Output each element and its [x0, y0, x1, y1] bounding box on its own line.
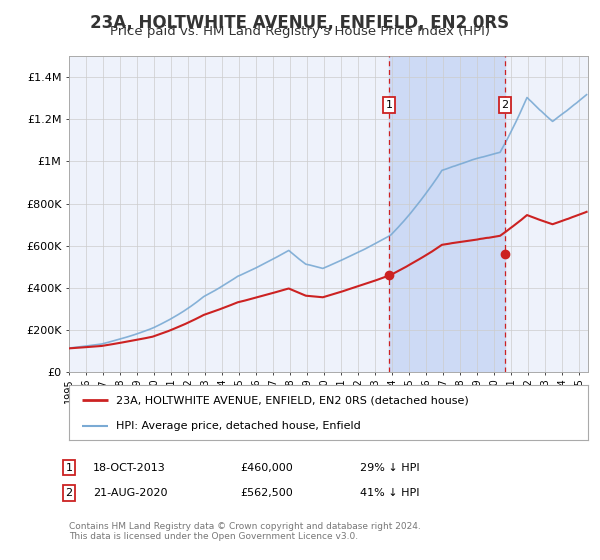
Text: 23A, HOLTWHITE AVENUE, ENFIELD, EN2 0RS: 23A, HOLTWHITE AVENUE, ENFIELD, EN2 0RS	[91, 14, 509, 32]
Text: 29% ↓ HPI: 29% ↓ HPI	[360, 463, 419, 473]
Bar	[389, 56, 505, 372]
Text: 1: 1	[65, 463, 73, 473]
Text: 41% ↓ HPI: 41% ↓ HPI	[360, 488, 419, 498]
Text: 2: 2	[502, 100, 509, 110]
Text: 1: 1	[385, 100, 392, 110]
Text: 21-AUG-2020: 21-AUG-2020	[93, 488, 167, 498]
Text: Contains HM Land Registry data © Crown copyright and database right 2024.
This d: Contains HM Land Registry data © Crown c…	[69, 522, 421, 542]
Text: 2: 2	[65, 488, 73, 498]
Text: £460,000: £460,000	[240, 463, 293, 473]
Text: HPI: Average price, detached house, Enfield: HPI: Average price, detached house, Enfi…	[116, 421, 361, 431]
Text: 23A, HOLTWHITE AVENUE, ENFIELD, EN2 0RS (detached house): 23A, HOLTWHITE AVENUE, ENFIELD, EN2 0RS …	[116, 395, 469, 405]
Text: £562,500: £562,500	[240, 488, 293, 498]
Text: 18-OCT-2013: 18-OCT-2013	[93, 463, 166, 473]
Text: Price paid vs. HM Land Registry's House Price Index (HPI): Price paid vs. HM Land Registry's House …	[110, 25, 490, 38]
